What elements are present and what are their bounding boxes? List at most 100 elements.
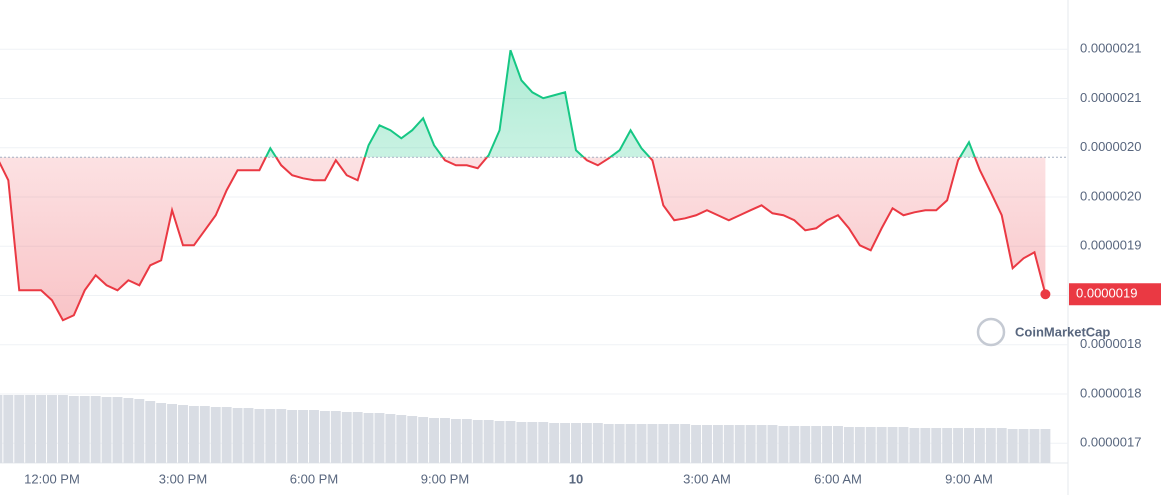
- x-tick-label: 3:00 PM: [159, 471, 207, 486]
- volume-bar: [47, 395, 57, 463]
- volume-bar: [931, 428, 942, 463]
- volume-bar: [811, 426, 822, 463]
- volume-bar: [352, 412, 363, 463]
- volume-bar: [1029, 429, 1040, 463]
- volume-bar: [538, 422, 549, 463]
- volume-bar: [68, 396, 79, 463]
- price-line-up: [264, 49, 976, 158]
- volume-bar: [581, 423, 592, 463]
- volume-bar: [996, 428, 1007, 463]
- volume-bar: [134, 399, 145, 463]
- x-tick-label: 9:00 PM: [421, 471, 469, 486]
- volume-bar: [723, 425, 734, 463]
- y-tick-label: 0.0000020: [1080, 139, 1141, 154]
- volume-bar: [964, 428, 974, 463]
- volume-bar: [309, 410, 319, 463]
- x-tick-label: 12:00 PM: [24, 471, 80, 486]
- volume-bar: [374, 413, 385, 463]
- volume-bar: [985, 428, 996, 463]
- x-tick-label: 6:00 PM: [290, 471, 338, 486]
- volume-bar: [418, 417, 429, 463]
- volume-bar: [450, 419, 461, 463]
- current-price-label: 0.0000019: [1076, 286, 1137, 301]
- volume-bar: [625, 424, 636, 463]
- volume-bar: [843, 427, 854, 463]
- volume-bar: [614, 424, 625, 463]
- y-tick-label: 0.0000018: [1080, 336, 1141, 351]
- volume-bar: [865, 427, 876, 463]
- volume-bar: [440, 418, 450, 463]
- volume-bar: [287, 410, 298, 463]
- volume-bar: [0, 395, 3, 463]
- volume-bar: [396, 415, 407, 463]
- volume-bar: [789, 426, 800, 463]
- volume-bar: [210, 407, 221, 463]
- volume-bar: [243, 408, 254, 463]
- volume-bar: [341, 412, 352, 463]
- volume-bar: [298, 410, 309, 463]
- volume-bar: [494, 421, 505, 463]
- volume-bar: [90, 396, 101, 463]
- volume-bar: [560, 423, 571, 463]
- volume-bar: [112, 397, 123, 463]
- volume-bar: [483, 420, 494, 463]
- volume-bar: [429, 418, 440, 463]
- volume-bar: [974, 428, 985, 463]
- current-price-box: [1069, 283, 1161, 306]
- last-point: [1040, 289, 1051, 300]
- volume-bar: [942, 428, 953, 463]
- volume-bar: [712, 425, 723, 463]
- volume-bar: [549, 423, 560, 463]
- volume-bar: [658, 424, 669, 463]
- volume-bar: [822, 426, 833, 463]
- area-down: [0, 157, 1046, 321]
- volume-bar: [876, 427, 887, 463]
- x-tick-label: 3:00 AM: [683, 471, 731, 486]
- volume-bar: [1018, 429, 1029, 463]
- volume-bar: [833, 426, 843, 463]
- volume-bar: [407, 416, 418, 463]
- volume-bar: [767, 425, 778, 463]
- x-tick-label: 9:00 AM: [945, 471, 993, 486]
- volume-bar: [800, 426, 811, 463]
- volume-bar: [505, 421, 516, 463]
- volume-bar: [319, 411, 330, 463]
- volume-bar: [592, 423, 603, 463]
- volume-bar: [636, 424, 647, 463]
- volume-bar: [14, 395, 25, 463]
- volume-bar: [1007, 429, 1018, 463]
- y-tick-label: 0.0000021: [1080, 90, 1141, 105]
- volume-bar: [756, 425, 767, 463]
- volume-bar: [680, 424, 691, 463]
- volume-bar: [167, 404, 178, 463]
- volume-bar: [178, 405, 188, 463]
- volume-bar: [669, 424, 680, 463]
- x-tick-label: 6:00 AM: [814, 471, 862, 486]
- price-line-down: [0, 157, 1047, 322]
- y-tick-label: 0.0000018: [1080, 385, 1141, 400]
- volume-bar: [472, 420, 483, 463]
- y-tick-label: 0.0000017: [1080, 435, 1141, 450]
- volume-bar: [603, 424, 614, 463]
- volume-bar: [145, 401, 156, 463]
- volume-bar: [199, 406, 210, 463]
- volume-bar: [3, 395, 14, 463]
- volume-bar: [734, 425, 745, 463]
- watermark-logo: [976, 317, 1006, 347]
- volume-bar: [330, 411, 341, 463]
- volume-bar: [156, 403, 167, 463]
- y-tick-label: 0.0000019: [1080, 238, 1141, 253]
- volume-bar: [79, 396, 90, 463]
- volume-bar: [385, 414, 396, 463]
- volume-bar: [887, 427, 898, 463]
- volume-bar: [527, 422, 538, 463]
- volume-bar: [898, 427, 909, 463]
- volume-bar: [101, 397, 112, 463]
- volume-bar: [265, 409, 276, 463]
- volume-bar: [254, 409, 265, 463]
- volume-bar: [909, 428, 920, 463]
- volume-bar: [221, 407, 232, 463]
- volume-bar: [854, 427, 865, 463]
- volume-bar: [232, 408, 243, 463]
